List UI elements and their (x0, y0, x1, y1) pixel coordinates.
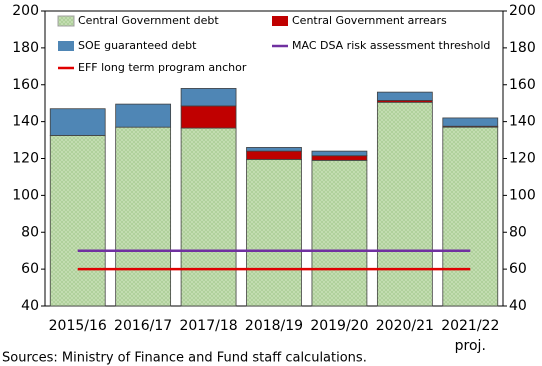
bar-segment (115, 126, 172, 307)
x-tick-label: 2018/19 (245, 318, 303, 334)
x-tick-label: 2021/22 (441, 318, 499, 334)
bar-segment (246, 159, 302, 307)
legend-swatch (57, 15, 75, 27)
legend-label: MAC DSA risk assessment threshold (292, 39, 490, 52)
y-tick-label: 120 (12, 151, 39, 167)
legend-swatch (272, 16, 288, 26)
legend-label: Central Government arrears (292, 14, 447, 27)
bar-segment (311, 159, 368, 307)
y2-tick-label: 180 (509, 40, 536, 56)
x-tick-note: proj. (455, 338, 486, 354)
y-tick-label: 200 (12, 3, 39, 19)
y-tick-label: 100 (12, 187, 39, 203)
y2-tick-label: 80 (509, 224, 527, 240)
y2-tick-label: 120 (509, 151, 536, 167)
legend-label: SOE guaranteed debt (78, 39, 197, 52)
y2-tick-label: 160 (509, 77, 536, 93)
bar-segment (311, 150, 368, 157)
x-tick-label: 2015/16 (49, 318, 107, 334)
bar-segment (442, 117, 499, 127)
bar-segment (49, 108, 106, 136)
legend-label: EFF long term program anchor (78, 61, 247, 74)
source-note: Sources: Ministry of Finance and Fund st… (2, 351, 367, 366)
y-tick-label: 80 (21, 224, 39, 240)
y-tick-label: 60 (21, 261, 39, 277)
y2-tick-label: 60 (509, 261, 527, 277)
x-tick-label: 2017/18 (179, 318, 237, 334)
x-tick-label: 2020/21 (376, 318, 434, 334)
bar-segment (180, 127, 237, 307)
bar-segment (311, 155, 368, 161)
legend-label: Central Government debt (78, 14, 219, 27)
bar-segment (246, 147, 302, 152)
y2-tick-label: 200 (509, 3, 536, 19)
bar-segment (180, 105, 237, 129)
y-tick-label: 180 (12, 40, 39, 56)
bar-segment (246, 150, 302, 160)
bar-segment (49, 135, 106, 307)
bar-segment (115, 103, 172, 128)
y-tick-label: 160 (12, 77, 39, 93)
x-tick-label: 2016/17 (114, 318, 172, 334)
bar-segment (180, 88, 237, 107)
y-tick-label: 140 (12, 114, 39, 130)
y2-tick-label: 40 (509, 298, 527, 314)
x-tick-label: 2019/20 (310, 318, 368, 334)
bar-segment (442, 126, 499, 307)
y-tick-label: 40 (21, 298, 39, 314)
y2-tick-label: 100 (509, 187, 536, 203)
legend-swatch (58, 41, 74, 51)
bar-segment (376, 101, 433, 307)
bar-segment (376, 91, 433, 101)
y2-tick-label: 140 (509, 114, 536, 130)
